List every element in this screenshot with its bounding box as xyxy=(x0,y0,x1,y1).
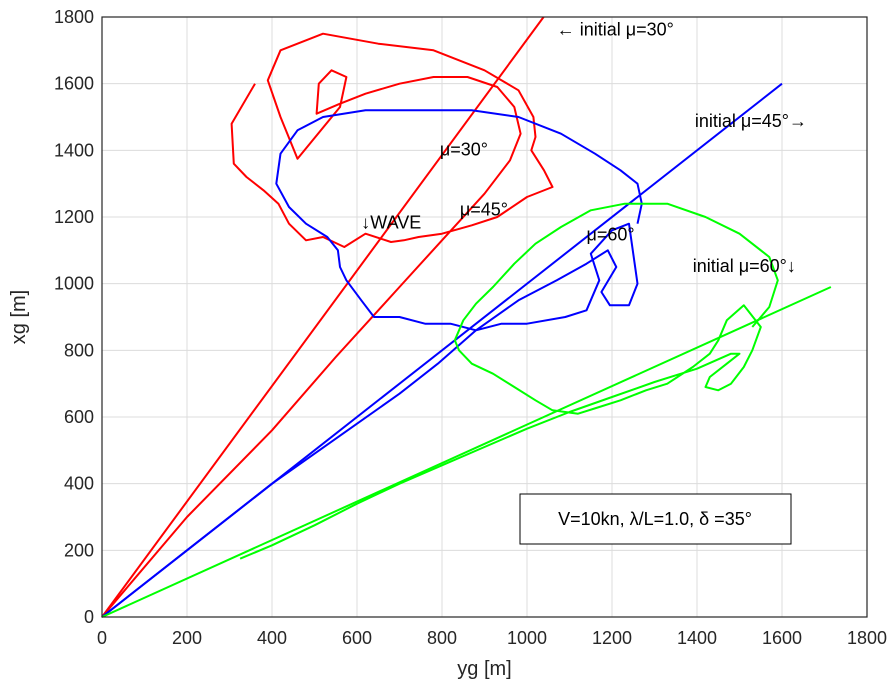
parameter-box: V=10kn, λ/L=1.0, δ =35° xyxy=(520,494,791,544)
x-tick-label: 1000 xyxy=(507,628,547,648)
y-tick-label: 800 xyxy=(64,340,94,360)
x-tick-label: 1800 xyxy=(847,628,887,648)
y-axis-label: xg [m] xyxy=(8,290,30,344)
x-axis-label: yg [m] xyxy=(457,658,511,680)
y-tick-label: 1400 xyxy=(54,140,94,160)
annotation-label: initial μ=45°→ xyxy=(695,111,807,131)
initial-heading-line-0 xyxy=(102,17,544,617)
y-tick-label: 200 xyxy=(64,540,94,560)
x-tick-label: 1200 xyxy=(592,628,632,648)
x-tick-label: 0 xyxy=(97,628,107,648)
x-tick-label: 600 xyxy=(342,628,372,648)
x-tick-label: 800 xyxy=(427,628,457,648)
parameter-box-text: V=10kn, λ/L=1.0, δ =35° xyxy=(558,509,752,529)
x-tick-labels: 0 200 400 600 800 1000 1200 1400 1600 1800 xyxy=(97,628,887,648)
y-tick-labels: 0 200 400 600 800 1000 1200 1400 1600 1800 xyxy=(54,7,94,627)
annotation-label: μ=45° xyxy=(460,199,508,219)
annotation-label: μ=30° xyxy=(440,139,488,159)
y-tick-label: 400 xyxy=(64,474,94,494)
annotation-label: ↓WAVE xyxy=(361,213,421,233)
x-tick-label: 400 xyxy=(257,628,287,648)
annotation-label: ← initial μ=30° xyxy=(557,19,674,39)
x-tick-label: 200 xyxy=(172,628,202,648)
y-tick-label: 600 xyxy=(64,407,94,427)
annotation-label: μ=60° xyxy=(587,224,635,244)
y-tick-label: 0 xyxy=(84,607,94,627)
x-tick-label: 1400 xyxy=(677,628,717,648)
y-tick-label: 1000 xyxy=(54,274,94,294)
trajectory-1 xyxy=(102,34,553,617)
y-tick-label: 1800 xyxy=(54,7,94,27)
annotation-label: initial μ=60°↓ xyxy=(693,256,796,276)
x-tick-label: 1600 xyxy=(762,628,802,648)
y-tick-label: 1600 xyxy=(54,74,94,94)
initial-heading-line-4 xyxy=(102,287,831,617)
y-tick-label: 1200 xyxy=(54,207,94,227)
